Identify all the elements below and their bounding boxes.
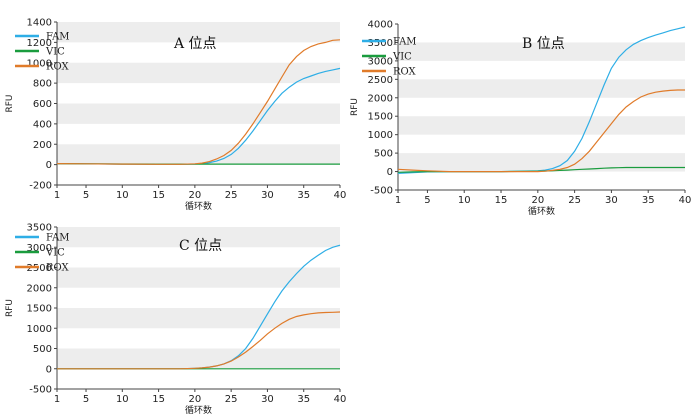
a-grid-band bbox=[57, 144, 340, 165]
a-x-tick-label: 5 bbox=[83, 190, 89, 201]
b-y-axis-label: RFU bbox=[350, 98, 360, 116]
c-y-tick-label: 3500 bbox=[27, 223, 52, 234]
a-y-tick-label: 200 bbox=[33, 140, 52, 151]
c-grid-band bbox=[57, 308, 340, 329]
a-x-tick-label: 15 bbox=[152, 190, 165, 201]
chart-panel-c: -500 0 500 1000 1500 2000 2500 3000 3500 1 5 10 15 20… bbox=[0, 210, 347, 419]
a-x-axis-label: 循环数 bbox=[185, 200, 212, 212]
c-y-tick-label: -500 bbox=[29, 385, 52, 396]
a-x-tick-label: 40 bbox=[334, 190, 347, 201]
a-legend-label-fam: FAM bbox=[46, 32, 70, 43]
c-x-tick-label: 30 bbox=[261, 394, 274, 405]
a-grid-band bbox=[57, 22, 340, 43]
c-x-axis-label: 循环数 bbox=[185, 404, 212, 416]
a-y-tick-label: 800 bbox=[33, 79, 52, 90]
a-x-tick-label: 30 bbox=[261, 190, 274, 201]
c-x-tick-label: 5 bbox=[83, 394, 89, 405]
b-x-tick-label: 1 bbox=[395, 195, 401, 206]
b-legend-label-fam: FAM bbox=[393, 37, 417, 48]
b-grid-band bbox=[398, 42, 685, 61]
a-x-tick-label: 35 bbox=[297, 190, 310, 201]
b-y-tick-label: 1500 bbox=[368, 112, 393, 123]
b-y-tick-label: 4000 bbox=[368, 20, 393, 31]
c-legend-label-fam: FAM bbox=[46, 233, 70, 244]
c-y-tick-label: 1500 bbox=[27, 304, 52, 315]
b-grid-band bbox=[398, 153, 685, 172]
b-x-tick-label: 20 bbox=[531, 195, 544, 206]
c-legend-label-rox: ROX bbox=[46, 263, 70, 274]
a-y-tick-label: -200 bbox=[29, 181, 52, 192]
b-x-tick-label: 30 bbox=[605, 195, 618, 206]
a-y-tick-label: 0 bbox=[46, 160, 52, 171]
a-legend-label-vic: VIC bbox=[45, 47, 65, 58]
b-legend-label-rox: ROX bbox=[393, 67, 417, 78]
b-y-tick-label: 3500 bbox=[368, 38, 393, 49]
c-x-tick-label: 15 bbox=[152, 394, 165, 405]
c-x-tick-label: 35 bbox=[297, 394, 310, 405]
b-y-tick-label: 2500 bbox=[368, 75, 393, 86]
b-legend-label-vic: VIC bbox=[392, 52, 412, 63]
b-y-tick-label: 500 bbox=[374, 149, 393, 160]
chart-panel-a: -200 0 200 400 600 800 1000 1200 1400 1 5 10 15 20 25 3… bbox=[0, 0, 347, 213]
b-x-axis-label: 循环数 bbox=[528, 205, 555, 217]
chart-panel-b: -500 0 500 1000 1500 2000 2500 3000 3500 4000 1 5 10… bbox=[345, 0, 698, 218]
a-chart-title: A 位点 bbox=[173, 36, 217, 52]
c-x-tick-label: 1 bbox=[54, 394, 60, 405]
a-legend-label-rox: ROX bbox=[46, 62, 70, 73]
b-y-tick-label: 1000 bbox=[368, 130, 393, 141]
a-series-line-rox bbox=[56, 39, 341, 165]
b-y-tick-label: 0 bbox=[387, 167, 393, 178]
b-x-tick-label: 15 bbox=[495, 195, 508, 206]
b-series-line-rox bbox=[397, 89, 685, 173]
c-y-tick-label: 2500 bbox=[27, 263, 52, 274]
c-series-line-rox bbox=[57, 311, 341, 370]
a-y-tick-label: 1000 bbox=[27, 58, 52, 69]
b-chart-title: B 位点 bbox=[522, 36, 565, 52]
a-x-tick-label: 10 bbox=[116, 190, 129, 201]
a-x-tick-label: 20 bbox=[189, 190, 202, 201]
a-y-axis-label: RFU bbox=[5, 94, 15, 112]
a-y-tick-label: 1400 bbox=[27, 18, 52, 29]
c-chart-title: C 位点 bbox=[179, 238, 222, 254]
c-y-tick-label: 3000 bbox=[27, 243, 52, 254]
a-y-tick-label: 600 bbox=[33, 99, 52, 110]
c-y-tick-label: 1000 bbox=[27, 324, 52, 335]
c-grid-band bbox=[57, 227, 340, 248]
c-y-axis-label: RFU bbox=[5, 299, 15, 317]
a-x-tick-label: 1 bbox=[54, 190, 60, 201]
b-y-tick-label: 3000 bbox=[368, 56, 393, 67]
c-y-tick-label: 500 bbox=[33, 344, 52, 355]
b-grid-band bbox=[398, 116, 685, 135]
a-y-tick-label: 400 bbox=[33, 119, 52, 130]
b-y-tick-label: 2000 bbox=[368, 93, 393, 104]
c-grid-band bbox=[57, 348, 340, 369]
b-y-tick-label: -500 bbox=[370, 186, 393, 197]
b-x-tick-label: 25 bbox=[568, 195, 581, 206]
c-x-tick-label: 20 bbox=[189, 394, 202, 405]
b-x-tick-label: 10 bbox=[458, 195, 471, 206]
a-grid-band bbox=[57, 103, 340, 124]
a-x-tick-label: 25 bbox=[225, 190, 238, 201]
b-x-tick-label: 5 bbox=[424, 195, 430, 206]
a-grid-band bbox=[57, 62, 340, 84]
b-x-tick-label: 40 bbox=[679, 195, 692, 206]
c-x-tick-label: 25 bbox=[225, 394, 238, 405]
b-grid-band bbox=[398, 79, 685, 98]
c-x-tick-label: 40 bbox=[334, 394, 347, 405]
c-y-tick-label: 2000 bbox=[27, 283, 52, 294]
c-y-tick-label: 0 bbox=[46, 364, 52, 375]
c-x-tick-label: 10 bbox=[116, 394, 129, 405]
c-grid-band bbox=[57, 267, 340, 288]
a-y-tick-label: 1200 bbox=[27, 38, 52, 49]
c-legend-label-vic: VIC bbox=[45, 248, 65, 259]
b-x-tick-label: 35 bbox=[642, 195, 655, 206]
